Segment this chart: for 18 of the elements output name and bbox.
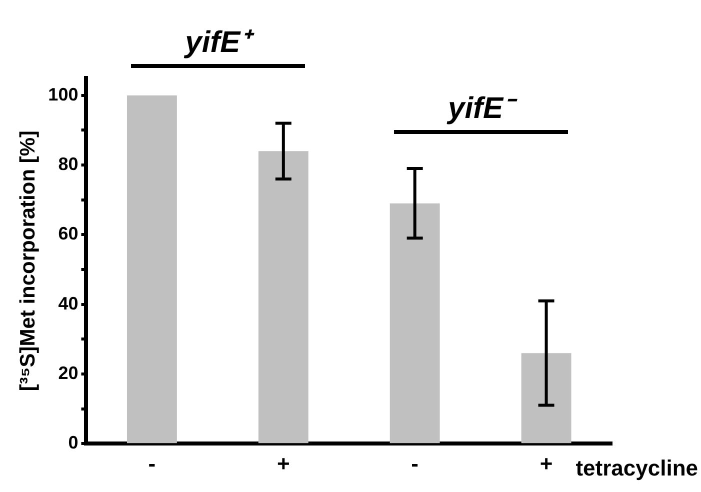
bar bbox=[521, 353, 572, 444]
bar bbox=[390, 203, 440, 444]
x-tick-label: - bbox=[411, 450, 418, 476]
y-tick-label: 20 bbox=[58, 362, 78, 383]
y-tick-label: 100 bbox=[48, 84, 78, 104]
text: yifE⁺ bbox=[183, 26, 256, 59]
x-axis-title: tetracycline bbox=[576, 456, 698, 481]
bar bbox=[126, 95, 177, 444]
y-tick-label: 80 bbox=[58, 154, 78, 174]
y-tick-label: 40 bbox=[58, 293, 78, 314]
x-tick-label: - bbox=[148, 450, 156, 476]
x-tick-label: + bbox=[540, 450, 553, 476]
x-tick-label: + bbox=[276, 450, 290, 476]
y-axis-title: [³⁵S]Met incorporation [%] bbox=[16, 130, 40, 392]
y-tick-label: 0 bbox=[68, 432, 78, 453]
y-tick-label: 60 bbox=[58, 224, 78, 244]
bar bbox=[258, 151, 308, 444]
annotation: yifE⁻ bbox=[446, 92, 518, 125]
